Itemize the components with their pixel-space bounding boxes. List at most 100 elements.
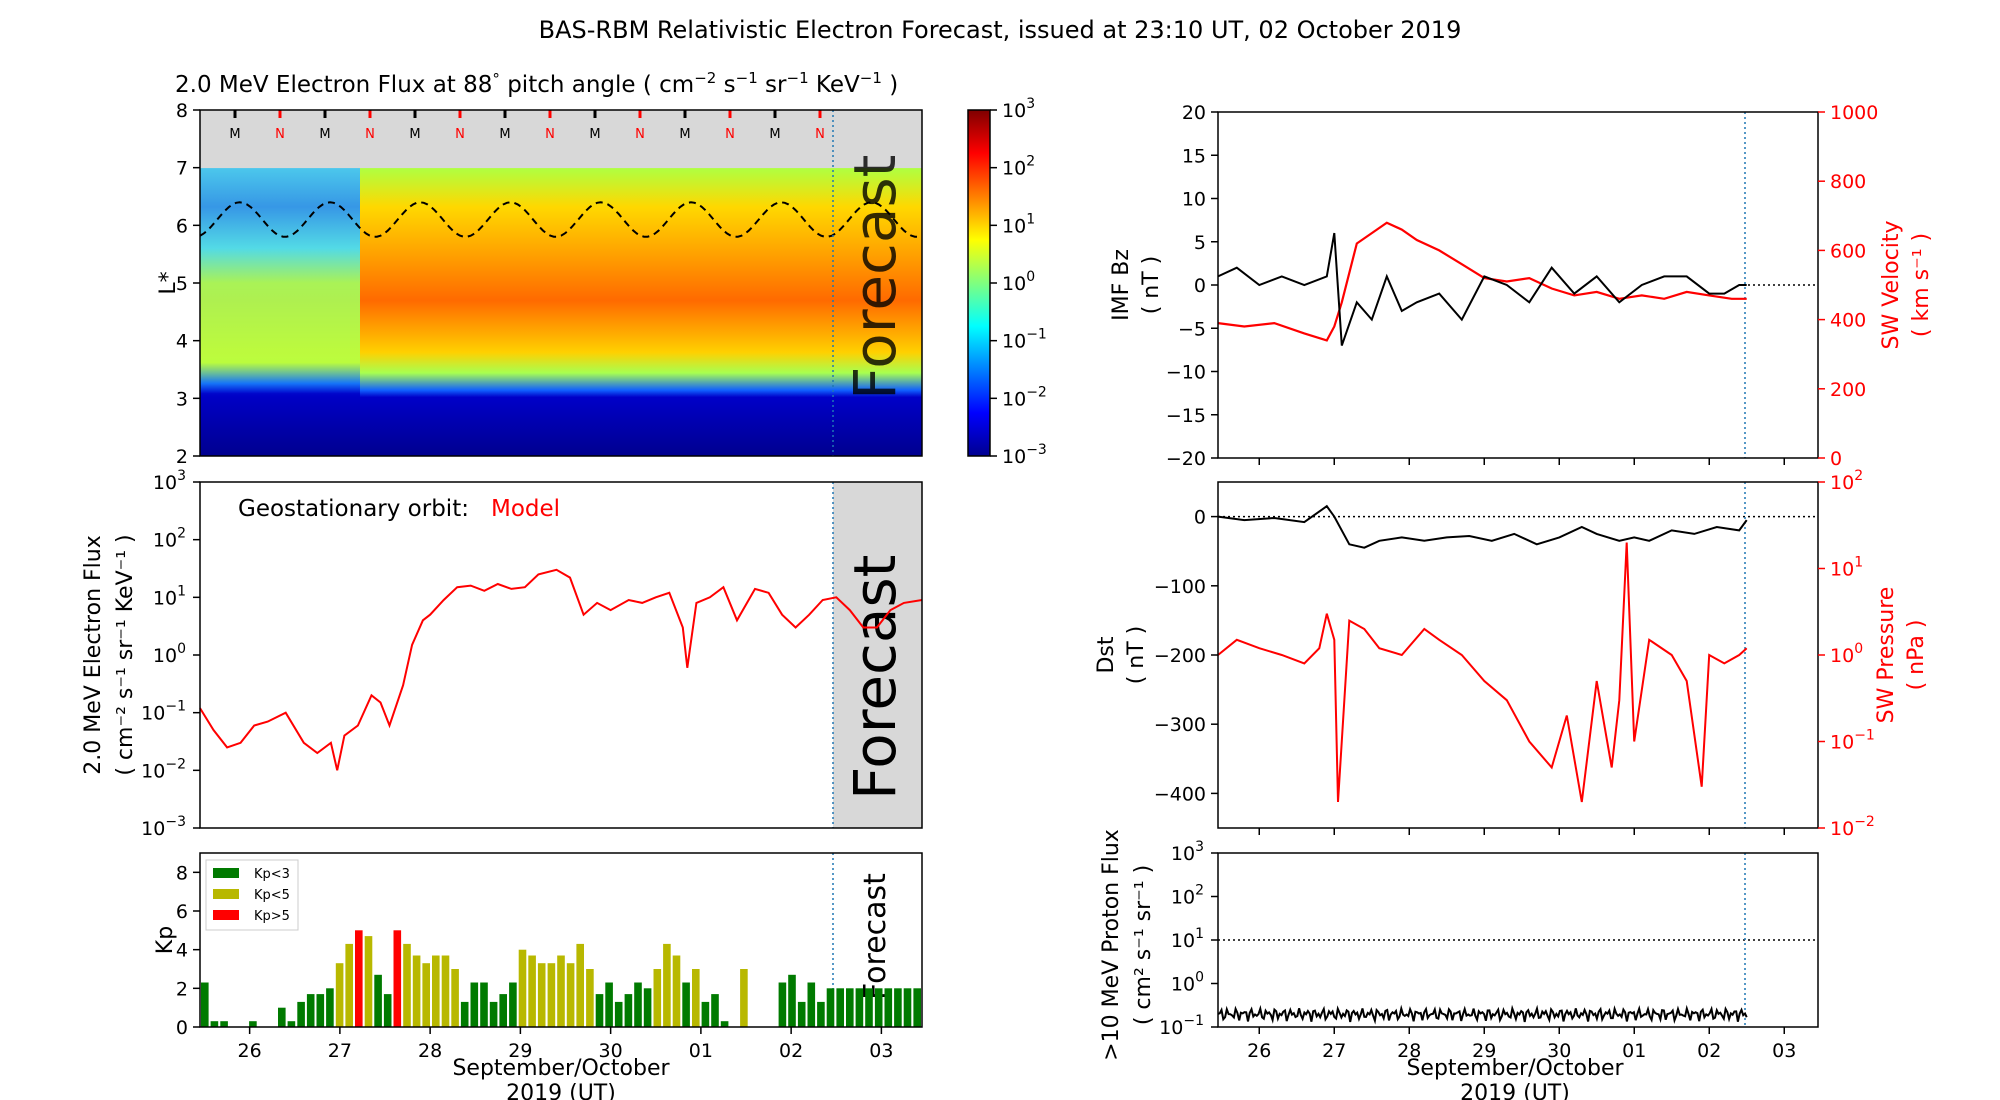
proton-ylabel-1: >10 MeV Proton Flux	[1099, 829, 1124, 1061]
dst-ylabel-2: ( nT )	[1124, 626, 1149, 685]
swp-ylabel-2: ( nPa )	[1904, 620, 1929, 691]
heatmap-title: 2.0 MeV Electron Flux at 88° pitch angle…	[175, 69, 898, 98]
swp-ytick-label: 102	[1830, 468, 1863, 494]
geo-flux-ytick-label: 10−2	[141, 756, 186, 782]
geo-flux-series-line	[199, 568, 923, 771]
proton-ytick-label: 102	[1171, 883, 1204, 909]
swp-ytick-label: 10−1	[1830, 728, 1875, 754]
geo-flux-ytick-label: 101	[153, 583, 186, 609]
proton-ytick-label: 101	[1171, 926, 1204, 952]
kp-bar	[846, 988, 854, 1027]
geo-flux-forecast-label: Forecast	[841, 555, 909, 800]
colorbar-tick-label: 10−2	[1002, 384, 1047, 410]
right-x-tick-label: 01	[1622, 1040, 1646, 1062]
orbit-marker-label: M	[589, 127, 600, 142]
left-x-tick-label: 01	[689, 1040, 713, 1062]
orbit-marker-label: N	[635, 127, 645, 142]
kp-bar	[557, 955, 565, 1027]
kp-bar	[335, 963, 344, 1027]
kp-legend: Kp<3 Kp<5 Kp>5	[205, 859, 299, 931]
imf-left-axis: −20 −15 −10 −5 0 5 10 15 20	[1166, 102, 1785, 470]
kp-bar	[595, 994, 604, 1027]
kp-bar	[817, 1001, 825, 1027]
kp-legend-swatch-2	[213, 889, 239, 899]
kp-bar	[576, 943, 584, 1027]
kp-bar	[653, 969, 662, 1027]
orbit-marker-label: M	[319, 127, 330, 142]
right-xlabel-2: 2019 (UT)	[1460, 1081, 1570, 1100]
proton-ylabel-2: ( cm² s⁻¹ sr⁻¹ )	[1131, 865, 1156, 1025]
kp-bar	[470, 982, 479, 1027]
geo-flux-ylabel-1: 2.0 MeV Electron Flux	[81, 535, 106, 775]
kp-bar	[480, 982, 488, 1027]
dst-ytick-label: −100	[1154, 576, 1206, 598]
imf-bz-line	[1217, 232, 1747, 346]
kp-bar	[432, 955, 440, 1027]
geo-flux-y-axis: 10−3 10−2 10−1 100 101 102 103	[141, 468, 200, 840]
kp-bar	[374, 974, 382, 1027]
colorbar-tick-label: 10−1	[1002, 327, 1047, 353]
kp-bar	[460, 1001, 469, 1027]
colorbar-tick-label: 100	[1002, 269, 1035, 295]
right-x-tick-label: 26	[1247, 1040, 1271, 1062]
left-x-tick-label: 30	[599, 1040, 623, 1062]
orbit-marker-label: M	[409, 127, 420, 142]
kp-bar	[740, 969, 748, 1027]
right-x-tick-label: 27	[1322, 1040, 1346, 1062]
heatmap-ytick-label: 5	[176, 273, 188, 295]
imf-ylabel-1: IMF Bz	[1109, 249, 1134, 321]
heatmap-forecast-label: Forecast	[841, 155, 909, 400]
left-xlabel-1: September/October	[452, 1056, 670, 1081]
orbit-marker-label: M	[679, 127, 690, 142]
orbit-marker-label: M	[229, 127, 240, 142]
kp-bar	[220, 1021, 228, 1027]
dst-ylabel-1: Dst	[1094, 636, 1119, 673]
imf-ytick-label: −20	[1166, 448, 1206, 470]
sw-pressure-right-axis: 10−2 10−1 100 101 102	[1818, 468, 1875, 840]
imf-ytick-label: 10	[1182, 189, 1206, 211]
sw-vel-ytick-label: 200	[1830, 379, 1866, 401]
sw-vel-ylabel-2: ( km s⁻¹ )	[1909, 233, 1934, 337]
kp-bar	[720, 1021, 729, 1027]
sw-vel-ylabel-1: SW Velocity	[1879, 220, 1904, 349]
kp-bar	[797, 1001, 806, 1027]
right-x-tick-label: 30	[1547, 1040, 1571, 1062]
dst-ytick-label: −200	[1154, 645, 1206, 667]
heatmap-ytick-label: 4	[176, 331, 188, 353]
right-x-tick-label: 02	[1697, 1040, 1721, 1062]
proton-y-axis: 10−1 100 101 102 103	[1159, 839, 1218, 1039]
imf-frame	[1217, 111, 1819, 459]
left-x-tick-label: 03	[869, 1040, 893, 1062]
kp-ytick-label: 0	[176, 1017, 188, 1039]
kp-bar	[874, 988, 883, 1027]
kp-bar	[634, 982, 642, 1027]
kp-bar	[836, 988, 844, 1027]
colorbar-tick-label: 103	[1002, 96, 1035, 122]
kp-bar	[306, 994, 315, 1027]
kp-bar	[894, 988, 902, 1027]
kp-bar	[682, 982, 690, 1027]
sw-vel-ytick-label: 800	[1830, 171, 1866, 193]
sw-velocity-line	[1217, 221, 1747, 342]
kp-bar	[355, 930, 363, 1027]
geo-flux-ytick-label: 102	[153, 526, 186, 552]
orbit-marker-label: N	[455, 127, 465, 142]
kp-bar	[201, 982, 209, 1027]
kp-forecast-label: Forecast	[858, 873, 893, 1000]
kp-ytick-label: 8	[176, 862, 188, 884]
colorbar	[967, 109, 991, 457]
right-x-axis: 26 27 28 29 30 01 02 03	[1247, 1027, 1796, 1062]
figure-title: BAS-RBM Relativistic Electron Forecast, …	[539, 16, 1462, 44]
geo-flux-annotation: Geostationary orbit: Model	[238, 496, 560, 522]
kp-bar	[643, 988, 652, 1027]
kp-bar	[903, 988, 912, 1027]
colorbar-tick-label: 10−3	[1002, 442, 1047, 468]
flux-heatmap-panel: 2.0 MeV Electron Flux at 88° pitch angle…	[156, 69, 1047, 468]
geo-L-dashed-line	[199, 201, 923, 238]
sw-vel-ytick-label: 600	[1830, 240, 1866, 262]
right-x-tick-label: 28	[1397, 1040, 1421, 1062]
right-x-tick-label: 03	[1772, 1040, 1796, 1062]
kp-bar	[528, 955, 536, 1027]
colorbar-ticks: 10−3 10−2 10−1 100 101 102 103	[990, 96, 1047, 468]
